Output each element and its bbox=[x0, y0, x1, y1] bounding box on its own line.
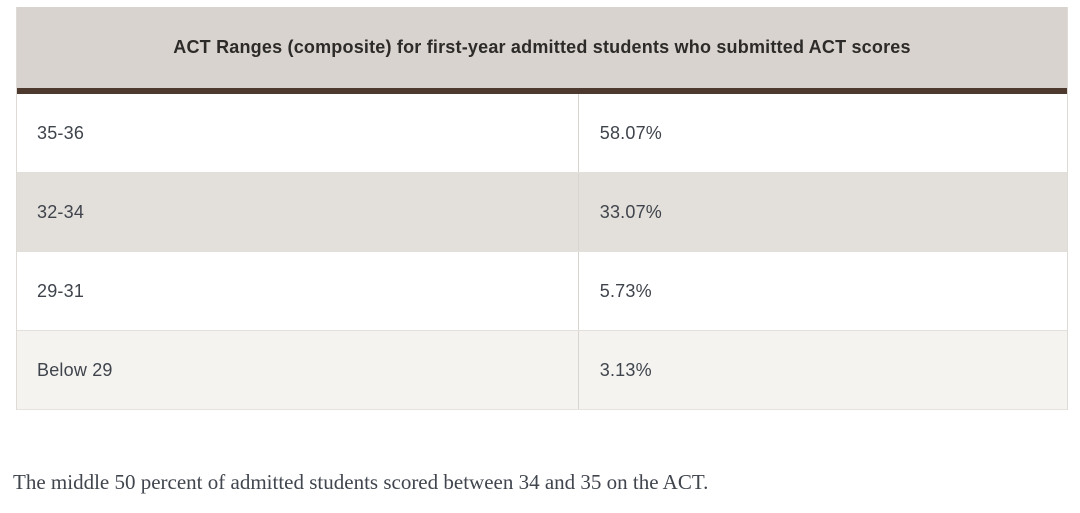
act-ranges-table: ACT Ranges (composite) for first-year ad… bbox=[16, 7, 1068, 410]
footnote: The middle 50 percent of admitted studen… bbox=[13, 470, 709, 494]
percent-cell: 5.73% bbox=[599, 280, 652, 301]
percent-cell: 58.07% bbox=[599, 122, 662, 143]
table-row: 35-36 58.07% bbox=[17, 94, 1067, 173]
range-cell: Below 29 bbox=[17, 331, 579, 409]
range-cell: 32-34 bbox=[17, 173, 579, 251]
table-row: 29-31 5.73% bbox=[17, 252, 1067, 331]
percent-cell: 33.07% bbox=[599, 201, 662, 222]
table-row: 32-34 33.07% bbox=[17, 173, 1067, 252]
table-row: Below 29 3.13% bbox=[17, 331, 1067, 410]
table-header: ACT Ranges (composite) for first-year ad… bbox=[17, 7, 1067, 88]
percent-cell: 3.13% bbox=[599, 359, 652, 380]
range-cell: 35-36 bbox=[17, 94, 579, 172]
table-title: ACT Ranges (composite) for first-year ad… bbox=[173, 37, 911, 57]
range-cell: 29-31 bbox=[17, 252, 579, 330]
header-rule bbox=[17, 88, 1067, 94]
